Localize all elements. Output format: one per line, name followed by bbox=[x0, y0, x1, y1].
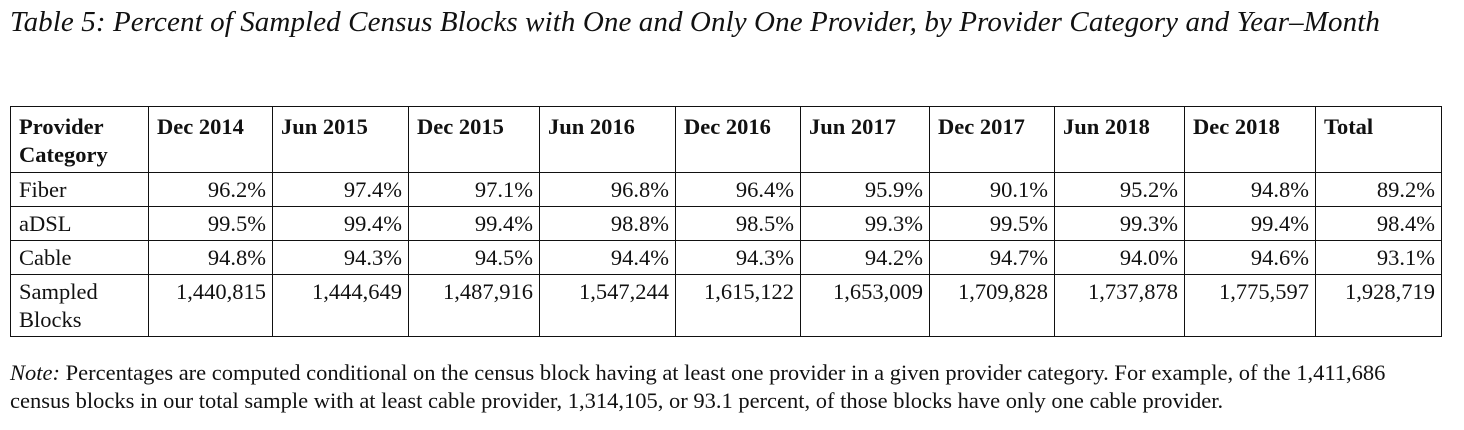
column-header: Provider Category bbox=[10, 106, 149, 173]
table-cell: 1,653,009 bbox=[800, 274, 930, 337]
table-cell: 95.9% bbox=[800, 172, 930, 207]
table-row: Fiber 96.2% 97.4% 97.1% 96.8% 96.4% 95.9… bbox=[10, 172, 1442, 207]
table-cell: 96.2% bbox=[148, 172, 273, 207]
table-caption: Table 5: Percent of Sampled Census Block… bbox=[10, 6, 1380, 38]
table-row: aDSL 99.5% 99.4% 99.4% 98.8% 98.5% 99.3%… bbox=[10, 206, 1442, 241]
header-row: Provider Category Dec 2014 Jun 2015 Dec … bbox=[10, 106, 1442, 173]
table-cell: 94.8% bbox=[148, 240, 273, 275]
table-cell: 94.0% bbox=[1054, 240, 1185, 275]
table-cell: 1,547,244 bbox=[539, 274, 676, 337]
table-cell: 98.8% bbox=[539, 206, 676, 241]
row-label: Cable bbox=[10, 240, 149, 275]
data-table: Provider Category Dec 2014 Jun 2015 Dec … bbox=[10, 106, 1442, 337]
table-cell: 1,440,815 bbox=[148, 274, 273, 337]
table-cell: 99.4% bbox=[272, 206, 409, 241]
column-header: Jun 2018 bbox=[1054, 106, 1185, 173]
table-cell: 94.3% bbox=[272, 240, 409, 275]
column-header: Jun 2017 bbox=[800, 106, 930, 173]
table-cell: 90.1% bbox=[929, 172, 1055, 207]
row-label: Sampled Blocks bbox=[10, 274, 149, 337]
table-cell: 93.1% bbox=[1315, 240, 1442, 275]
table-cell: 94.8% bbox=[1184, 172, 1316, 207]
table-cell: 1,615,122 bbox=[675, 274, 801, 337]
table-cell: 99.3% bbox=[800, 206, 930, 241]
column-header: Dec 2015 bbox=[408, 106, 540, 173]
table-cell: 95.2% bbox=[1054, 172, 1185, 207]
table-cell: 94.3% bbox=[675, 240, 801, 275]
table-cell: 94.5% bbox=[408, 240, 540, 275]
column-header: Dec 2017 bbox=[929, 106, 1055, 173]
table-cell: 94.7% bbox=[929, 240, 1055, 275]
table-cell: 1,928,719 bbox=[1315, 274, 1442, 337]
table-row: Sampled Blocks 1,440,815 1,444,649 1,487… bbox=[10, 274, 1442, 337]
column-header: Dec 2016 bbox=[675, 106, 801, 173]
table-cell: 99.4% bbox=[1184, 206, 1316, 241]
table-row: Cable 94.8% 94.3% 94.5% 94.4% 94.3% 94.2… bbox=[10, 240, 1442, 275]
note-text: Percentages are computed conditional on … bbox=[10, 360, 1386, 413]
table-note: Note: Percentages are computed condition… bbox=[10, 359, 1450, 415]
column-header: Dec 2014 bbox=[148, 106, 273, 173]
table-cell: 99.4% bbox=[408, 206, 540, 241]
column-header: Jun 2015 bbox=[272, 106, 409, 173]
column-header: Dec 2018 bbox=[1184, 106, 1316, 173]
column-header: Jun 2016 bbox=[539, 106, 676, 173]
table-cell: 98.4% bbox=[1315, 206, 1442, 241]
row-label: Fiber bbox=[10, 172, 149, 207]
table-cell: 1,444,649 bbox=[272, 274, 409, 337]
table-cell: 99.5% bbox=[148, 206, 273, 241]
table-cell: 96.4% bbox=[675, 172, 801, 207]
table-cell: 1,709,828 bbox=[929, 274, 1055, 337]
table-cell: 99.5% bbox=[929, 206, 1055, 241]
note-label: Note: bbox=[10, 360, 60, 385]
table-cell: 98.5% bbox=[675, 206, 801, 241]
table-cell: 89.2% bbox=[1315, 172, 1442, 207]
table-cell: 94.2% bbox=[800, 240, 930, 275]
table-cell: 94.4% bbox=[539, 240, 676, 275]
table-cell: 1,487,916 bbox=[408, 274, 540, 337]
column-header: Total bbox=[1315, 106, 1442, 173]
table-cell: 94.6% bbox=[1184, 240, 1316, 275]
table-cell: 99.3% bbox=[1054, 206, 1185, 241]
table-cell: 97.1% bbox=[408, 172, 540, 207]
table-cell: 1,775,597 bbox=[1184, 274, 1316, 337]
table-cell: 1,737,878 bbox=[1054, 274, 1185, 337]
table-cell: 96.8% bbox=[539, 172, 676, 207]
table-cell: 97.4% bbox=[272, 172, 409, 207]
row-label: aDSL bbox=[10, 206, 149, 241]
